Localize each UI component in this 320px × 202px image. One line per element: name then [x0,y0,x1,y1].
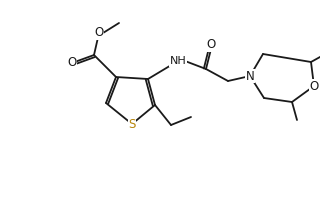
Text: O: O [206,39,216,52]
Text: O: O [309,80,319,93]
Text: N: N [246,69,254,82]
Text: O: O [94,26,104,40]
Text: O: O [68,57,76,69]
Text: NH: NH [170,56,186,66]
Text: S: S [128,118,136,130]
